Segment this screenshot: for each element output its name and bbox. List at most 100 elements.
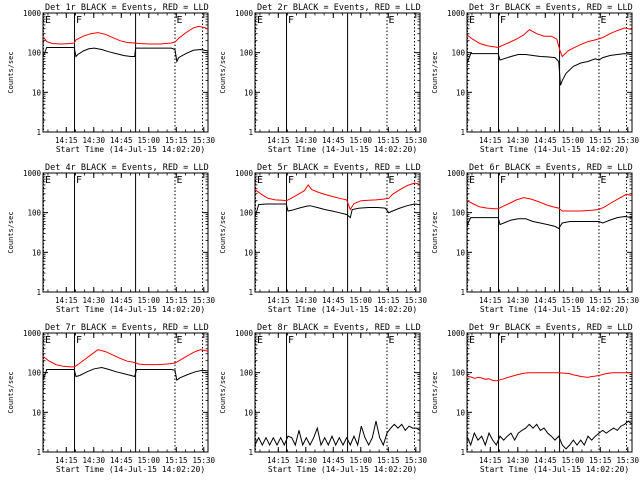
x-tick-label: 15:00 (561, 136, 584, 145)
x-tick-label: 14:45 (322, 296, 345, 305)
x-tick-label: 15:00 (561, 456, 584, 465)
panel-det-7: Det 7r BLACK = Events, RED = LLD 1 10 100 10… (7, 323, 216, 474)
y-tick-label: 10 (32, 88, 42, 97)
y-tick-label: 1000 (235, 169, 254, 178)
y-tick-label: 10 (456, 248, 466, 257)
lld-series-line (42, 25, 209, 45)
y-axis-label: Counts/sec (7, 371, 15, 413)
time-marker-label: F (288, 15, 294, 26)
plot-frame (42, 12, 209, 133)
time-marker-label: E (389, 175, 395, 186)
events-series-line (466, 420, 633, 450)
y-tick-label: 100 (451, 369, 465, 378)
time-marker-label: E (257, 335, 263, 346)
time-marker-label: F (500, 175, 506, 186)
time-marker-label: F (288, 335, 294, 346)
x-tick-label: 15:15 (377, 136, 400, 145)
y-tick-label: 10 (244, 88, 254, 97)
x-tick-label: 14:45 (110, 296, 133, 305)
panel-title: Det 4r BLACK = Events, RED = LLD (45, 163, 209, 173)
x-tick-label: 14:30 (82, 136, 105, 145)
time-marker-label: E (469, 175, 475, 186)
y-axis-label: Counts/sec (431, 51, 439, 93)
y-tick-label: 10 (244, 408, 254, 417)
x-tick-label: 15:15 (377, 296, 400, 305)
panel-det-8: Det 8r BLACK = Events, RED = LLD 1 10 100 10… (219, 323, 428, 474)
time-marker-label: E (601, 335, 607, 346)
x-tick-label: 15:15 (165, 296, 188, 305)
panel-det-5: Det 5r BLACK = Events, RED = LLD 1 10 100 10… (219, 163, 428, 314)
panel-title: Det 2r BLACK = Events, RED = LLD (257, 3, 421, 13)
y-tick-label: 1 (248, 448, 253, 457)
x-tick-label: 14:45 (534, 456, 557, 465)
y-tick-label: 1 (460, 448, 465, 457)
y-tick-label: 10 (32, 408, 42, 417)
panel-title: Det 7r BLACK = Events, RED = LLD (45, 323, 209, 333)
y-axis-label: Counts/sec (219, 371, 227, 413)
x-tick-label: 14:15 (267, 296, 290, 305)
y-tick-label: 1 (248, 128, 253, 137)
y-tick-label: 100 (27, 49, 41, 58)
time-marker-label: E (177, 175, 183, 186)
plot-frame (42, 332, 209, 453)
y-tick-label: 100 (239, 49, 253, 58)
panel-title: Det 8r BLACK = Events, RED = LLD (257, 323, 421, 333)
y-axis-label: Counts/sec (7, 51, 15, 93)
x-tick-label: 15:00 (137, 136, 160, 145)
x-axis-label: Start Time (14-Jul-15 14:02:20) (56, 305, 205, 314)
x-axis-label: Start Time (14-Jul-15 14:02:20) (268, 145, 417, 154)
x-tick-label: 14:45 (322, 456, 345, 465)
y-axis-label: Counts/sec (219, 211, 227, 253)
x-tick-label: 14:15 (55, 136, 78, 145)
x-tick-label: 14:30 (82, 296, 105, 305)
time-marker-label: E (601, 175, 607, 186)
x-axis-label: Start Time (14-Jul-15 14:02:20) (268, 465, 417, 474)
y-tick-label: 100 (451, 209, 465, 218)
x-tick-label: 14:15 (479, 296, 502, 305)
x-tick-label: 15:30 (404, 136, 427, 145)
panel-title: Det 9r BLACK = Events, RED = LLD (469, 323, 633, 333)
x-axis-label: Start Time (14-Jul-15 14:02:20) (480, 465, 629, 474)
plot-frame (254, 332, 421, 453)
panel-det-1: Det 1r BLACK = Events, RED = LLD 1 10 100 10… (7, 3, 216, 154)
y-tick-label: 10 (244, 248, 254, 257)
y-axis-label: Counts/sec (219, 51, 227, 93)
x-tick-label: 15:30 (192, 296, 215, 305)
events-series-line (466, 53, 633, 86)
time-marker-label: E (177, 335, 183, 346)
x-tick-label: 14:45 (322, 136, 345, 145)
events-series-line (42, 47, 209, 64)
x-tick-label: 14:30 (294, 296, 317, 305)
time-marker-label: E (257, 175, 263, 186)
y-tick-label: 100 (239, 369, 253, 378)
panel-det-3: Det 3r BLACK = Events, RED = LLD 1 10 100 10… (431, 3, 640, 154)
y-axis-label: Counts/sec (431, 371, 439, 413)
plot-frame (42, 172, 209, 293)
x-tick-label: 14:15 (479, 136, 502, 145)
time-marker-label: E (469, 335, 475, 346)
time-marker-label: F (288, 175, 294, 186)
y-tick-label: 100 (451, 49, 465, 58)
panel-det-2: Det 2r BLACK = Events, RED = LLD 1 10 100 10… (219, 3, 428, 154)
panel-title: Det 5r BLACK = Events, RED = LLD (257, 163, 421, 173)
y-tick-label: 1000 (23, 9, 42, 18)
x-tick-label: 14:15 (55, 296, 78, 305)
x-tick-label: 15:15 (165, 136, 188, 145)
time-marker-label: E (389, 335, 395, 346)
time-marker-label: F (500, 335, 506, 346)
x-tick-label: 14:15 (55, 456, 78, 465)
time-marker-label: F (76, 15, 82, 26)
events-series-line (254, 420, 421, 447)
x-tick-label: 15:15 (165, 456, 188, 465)
events-series-line (466, 215, 633, 230)
events-series-line (42, 366, 209, 381)
x-tick-label: 15:00 (349, 296, 372, 305)
y-tick-label: 10 (456, 408, 466, 417)
x-tick-label: 14:30 (506, 296, 529, 305)
x-axis-label: Start Time (14-Jul-15 14:02:20) (268, 305, 417, 314)
time-marker-label: E (601, 15, 607, 26)
panel-title: Det 6r BLACK = Events, RED = LLD (469, 163, 633, 173)
plot-frame (466, 332, 633, 453)
y-tick-label: 1000 (447, 9, 466, 18)
y-tick-label: 1 (460, 128, 465, 137)
